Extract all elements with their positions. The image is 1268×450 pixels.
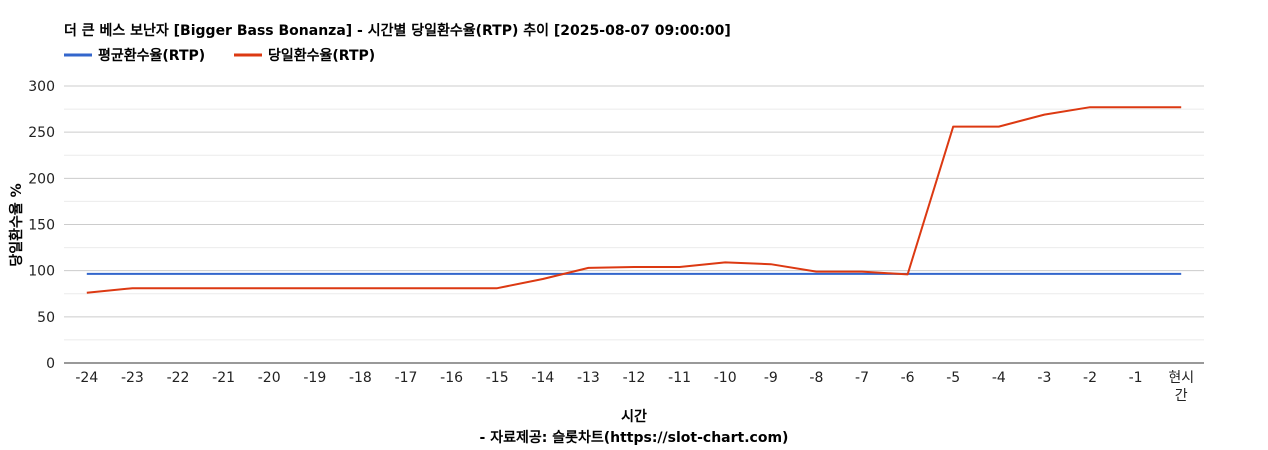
legend-label-average: 평균환수율(RTP) bbox=[98, 47, 205, 64]
x-tick-label: -12 bbox=[623, 370, 646, 386]
x-tick-label: -7 bbox=[855, 370, 869, 386]
y-tick-label: 150 bbox=[28, 218, 55, 234]
x-tick-label: -20 bbox=[258, 370, 281, 386]
x-tick-label: -21 bbox=[212, 370, 235, 386]
x-tick-label: -17 bbox=[395, 370, 418, 386]
x-axis-title: 시간 bbox=[621, 408, 647, 425]
x-tick-label: -4 bbox=[992, 370, 1006, 386]
x-tick-label: -6 bbox=[901, 370, 915, 386]
x-tick-label: -10 bbox=[714, 370, 737, 386]
x-tick-label: -16 bbox=[440, 370, 463, 386]
series-line-daily-rtp bbox=[86, 106, 1182, 294]
x-tick-label: -19 bbox=[303, 370, 326, 386]
x-tick-label: -9 bbox=[764, 370, 778, 386]
y-tick-label: 50 bbox=[37, 310, 55, 326]
x-tick-label: -24 bbox=[75, 370, 98, 386]
x-tick-label: -23 bbox=[121, 370, 144, 386]
chart-title: 더 큰 베스 보난자 [Bigger Bass Bonanza] - 시간별 당… bbox=[64, 22, 731, 39]
x-tick-label: -8 bbox=[809, 370, 823, 386]
x-tick-label: -11 bbox=[668, 370, 691, 386]
x-tick-label: -15 bbox=[486, 370, 509, 386]
x-axis-ticks: -24 -23 -22 -21 -20 -19 -18 -17 -16 -15 -14 -13 -12 -… bbox=[75, 370, 1194, 404]
x-tick-label: -1 bbox=[1129, 370, 1143, 386]
x-tick-label: -14 bbox=[531, 370, 554, 386]
y-axis-title: 당일환수율 % bbox=[8, 183, 25, 266]
legend: 평균환수율(RTP) 당일환수율(RTP) bbox=[64, 47, 375, 64]
x-tick-label: -13 bbox=[577, 370, 600, 386]
y-tick-label: 250 bbox=[28, 125, 55, 141]
y-tick-label: 300 bbox=[28, 79, 55, 95]
legend-label-daily: 당일환수율(RTP) bbox=[268, 47, 375, 64]
source-credit: - 자료제공: 슬롯차트(https://slot-chart.com) bbox=[480, 430, 789, 446]
gridlines bbox=[64, 85, 1204, 341]
x-tick-label: -5 bbox=[946, 370, 960, 386]
x-tick-label: -2 bbox=[1083, 370, 1097, 386]
y-tick-label: 200 bbox=[28, 171, 55, 187]
y-axis-ticks: 0 50 100 150 200 250 300 bbox=[28, 79, 55, 372]
x-tick-label: 현시 간 bbox=[1168, 370, 1194, 404]
y-tick-label: 0 bbox=[46, 356, 55, 372]
y-tick-label: 100 bbox=[28, 264, 55, 280]
series-lines bbox=[86, 106, 1182, 294]
x-tick-label: -18 bbox=[349, 370, 372, 386]
x-tick-label: -3 bbox=[1037, 370, 1051, 386]
x-tick-label: -22 bbox=[167, 370, 190, 386]
